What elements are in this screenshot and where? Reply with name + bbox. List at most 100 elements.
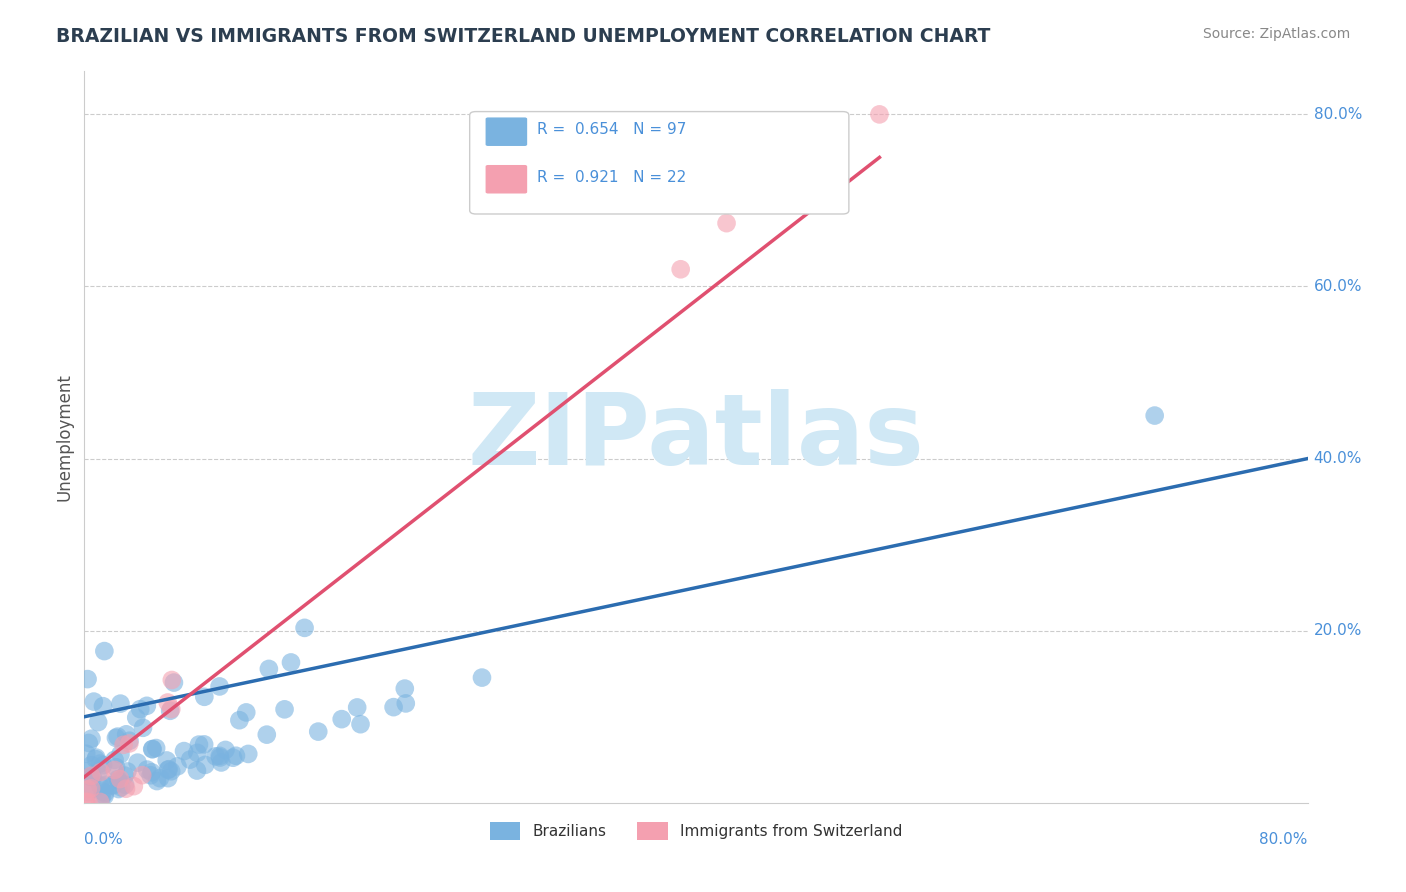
Point [83, 695, 105, 709]
Point [79, 780, 101, 794]
Point [110, 780, 132, 795]
Point [115, 781, 138, 796]
Point [349, 717, 371, 731]
Point [280, 656, 302, 670]
Point [82, 770, 104, 784]
Point [395, 697, 418, 711]
Point [75, 795, 97, 809]
Point [145, 741, 167, 756]
Point [869, 107, 891, 121]
Text: R =  0.654   N = 97: R = 0.654 N = 97 [537, 122, 686, 137]
Point [228, 713, 250, 727]
Point [149, 771, 172, 785]
Point [146, 774, 169, 789]
Text: 60.0%: 60.0% [1313, 279, 1362, 294]
Point [135, 698, 157, 713]
Point [208, 748, 231, 763]
Text: 40.0%: 40.0% [1313, 451, 1362, 467]
Text: 80.0%: 80.0% [1313, 107, 1362, 122]
Point [142, 742, 165, 756]
Point [173, 744, 195, 758]
Point [214, 743, 236, 757]
Point [166, 759, 188, 773]
Point [77, 736, 100, 750]
Point [77, 795, 100, 809]
Point [222, 750, 245, 764]
Point [188, 738, 211, 752]
Point [90, 790, 112, 805]
Point [131, 768, 153, 782]
Point [669, 262, 692, 277]
Point [80, 769, 103, 783]
Text: 0.0%: 0.0% [84, 832, 124, 847]
Text: Source: ZipAtlas.com: Source: ZipAtlas.com [1202, 27, 1350, 41]
Point [141, 765, 163, 780]
Point [77, 785, 100, 799]
Point [104, 753, 127, 767]
Point [93, 644, 115, 658]
Text: BRAZILIAN VS IMMIGRANTS FROM SWITZERLAND UNEMPLOYMENT CORRELATION CHART: BRAZILIAN VS IMMIGRANTS FROM SWITZERLAND… [56, 27, 991, 45]
Point [209, 750, 232, 764]
Point [117, 764, 139, 779]
Point [105, 760, 128, 774]
Point [156, 754, 179, 768]
Point [382, 700, 405, 714]
Point [122, 779, 145, 793]
FancyBboxPatch shape [470, 112, 849, 214]
Point [79, 769, 101, 783]
Point [107, 772, 129, 787]
Point [157, 762, 180, 776]
Point [114, 769, 136, 783]
Point [273, 702, 295, 716]
Point [179, 753, 201, 767]
Point [108, 772, 131, 786]
Point [807, 183, 830, 197]
Point [209, 756, 232, 770]
Point [110, 697, 132, 711]
Legend: Brazilians, Immigrants from Switzerland: Brazilians, Immigrants from Switzerland [484, 815, 908, 847]
Point [91, 784, 114, 798]
Point [160, 702, 183, 716]
Point [87, 765, 110, 780]
Point [294, 621, 316, 635]
Point [107, 730, 129, 744]
Point [139, 768, 162, 782]
Point [104, 731, 127, 745]
Point [76, 672, 98, 686]
Point [307, 724, 329, 739]
Point [87, 715, 110, 730]
Point [114, 778, 136, 792]
Point [103, 778, 125, 792]
Point [136, 763, 159, 777]
Point [107, 782, 129, 797]
Point [204, 749, 226, 764]
Point [225, 748, 247, 763]
Point [208, 680, 231, 694]
Point [112, 738, 135, 752]
Point [93, 789, 115, 803]
Text: 80.0%: 80.0% [1260, 832, 1308, 847]
Point [257, 662, 280, 676]
Point [141, 742, 163, 756]
Point [238, 747, 260, 761]
Point [186, 746, 208, 760]
Point [89, 779, 111, 793]
Point [104, 763, 127, 777]
Point [107, 773, 129, 788]
Point [163, 675, 186, 690]
Point [132, 721, 155, 735]
Point [118, 736, 141, 750]
Point [716, 216, 738, 230]
Point [80, 781, 103, 796]
Point [129, 702, 152, 716]
Point [330, 712, 353, 726]
Point [160, 764, 183, 779]
Text: R =  0.921   N = 22: R = 0.921 N = 22 [537, 169, 686, 185]
Point [156, 696, 179, 710]
Point [193, 738, 215, 752]
Point [194, 757, 217, 772]
Point [193, 690, 215, 704]
Point [346, 700, 368, 714]
Point [96, 778, 118, 792]
Point [89, 795, 111, 809]
